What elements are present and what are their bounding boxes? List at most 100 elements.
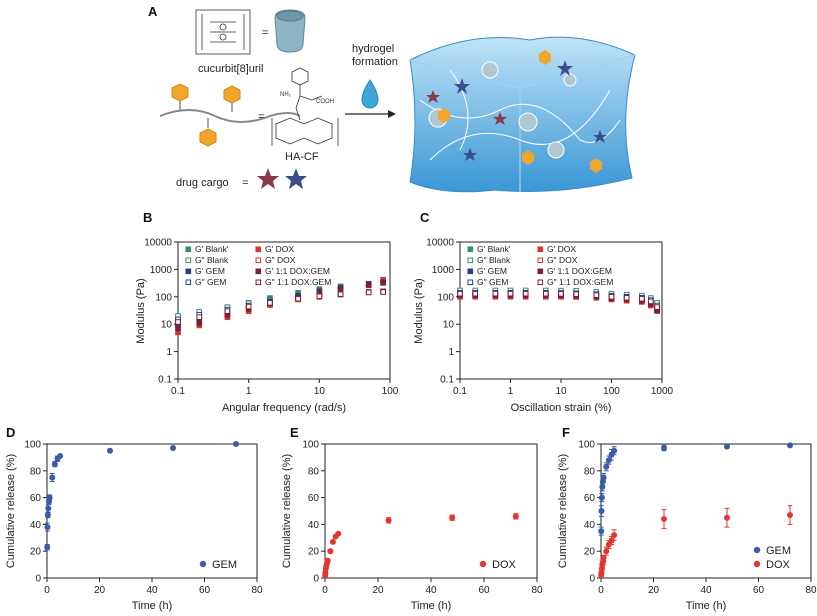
legend-marker <box>537 279 544 286</box>
data-point-gem <box>599 483 606 490</box>
legend-entry: G' Blank' <box>477 244 511 254</box>
y-tick-label: 0 <box>589 574 595 585</box>
legend-marker <box>185 279 192 286</box>
x-tick-label: 80 <box>251 585 263 596</box>
y-tick-label: 10 <box>443 320 455 331</box>
data-point-gem <box>49 474 56 481</box>
data-point-dox <box>603 548 610 555</box>
data-point-gem <box>57 453 64 460</box>
legend-marker <box>537 246 544 253</box>
y-tick-label: 1 <box>448 347 454 358</box>
data-point-dox <box>608 537 615 544</box>
y-tick-label: 100 <box>24 440 41 451</box>
legend-entry: G" GEM <box>195 277 226 287</box>
phenylalanine-hexagon-icon <box>223 85 241 104</box>
x-tick-label: 0.1 <box>171 386 185 397</box>
arrow-right-icon <box>388 110 396 118</box>
legend-marker <box>537 257 544 264</box>
cucurbituril-label: cucurbit[8]uril <box>198 63 263 75</box>
x-tick-label: 0 <box>322 585 328 596</box>
data-point-gem <box>44 544 51 551</box>
data-point-gem <box>600 474 607 481</box>
panel-c-chart: C Oscillation strain (%) Modulus (Pa) 0.… <box>413 210 674 414</box>
panel-label-e: E <box>290 425 299 440</box>
equals-sign: = <box>258 111 264 123</box>
x-tick-label: 10 <box>314 386 326 397</box>
chart-d-xlabel: Time (h) <box>132 600 173 612</box>
data-point-loss <box>639 295 645 302</box>
legend-marker <box>467 257 474 264</box>
data-point-dox <box>661 516 667 523</box>
data-point-loss <box>267 300 273 306</box>
legend-marker <box>467 268 474 275</box>
data-point-loss <box>224 308 231 314</box>
cucurbituril-structure <box>195 9 251 55</box>
chart-f-ylabel: Cumulative release (%) <box>557 454 569 568</box>
data-point-dox <box>324 557 331 564</box>
chart-b-xlabel: Angular frequency (rad/s) <box>222 402 346 414</box>
data-point-dox <box>335 530 342 537</box>
phenylalanine-hexagon-icon <box>199 128 217 147</box>
y-tick-label: 1000 <box>432 265 455 276</box>
legend-marker <box>185 246 192 253</box>
legend-entry: G" 1:1 DOX:GEM <box>547 277 613 287</box>
x-tick-label: 60 <box>478 585 490 596</box>
y-tick-label: 100 <box>437 292 454 303</box>
data-point-gem <box>107 447 113 454</box>
data-point-storage <box>365 281 372 288</box>
x-tick-label: 40 <box>700 585 712 596</box>
drug-star-dox-icon <box>257 168 279 189</box>
legend-entry: G' DOX <box>547 244 576 254</box>
x-tick-label: 10 <box>555 386 567 397</box>
hydrogel-network-cube <box>409 36 636 193</box>
data-point-dox <box>600 554 607 561</box>
data-point-loss <box>380 289 386 295</box>
legend-marker <box>467 279 474 286</box>
data-point-loss <box>457 290 463 297</box>
legend-entry: G' 1:1 DOX:GEM <box>547 266 612 276</box>
y-tick-label: 100 <box>155 292 172 303</box>
y-tick-label: 1000 <box>150 265 173 276</box>
water-droplet-icon <box>361 79 379 109</box>
data-point-loss <box>175 319 181 325</box>
data-point-loss <box>542 290 549 297</box>
data-point-loss <box>573 291 580 297</box>
data-point-gem <box>45 505 52 512</box>
y-tick-label: 40 <box>30 520 42 531</box>
x-tick-label: 40 <box>146 585 158 596</box>
equals-sign: = <box>242 177 248 189</box>
y-tick-label: 60 <box>30 493 42 504</box>
data-point-loss <box>472 290 479 297</box>
y-tick-label: 0 <box>35 574 41 585</box>
polymer-chain <box>159 83 301 147</box>
data-point-loss <box>316 293 323 300</box>
y-tick-label: 20 <box>308 547 320 558</box>
y-tick-label: 10 <box>161 320 173 331</box>
panel-label-b: B <box>143 210 152 225</box>
legend-entry: G' GEM <box>195 266 225 276</box>
x-tick-label: 60 <box>753 585 765 596</box>
y-tick-label: 0.1 <box>158 375 172 386</box>
legend-entry: G' Blank' <box>195 244 229 254</box>
legend-entry: G" DOX <box>265 255 296 265</box>
legend-marker <box>185 257 192 264</box>
chem-cooh-label: COOH <box>316 99 334 105</box>
chart-c-ylabel: Modulus (Pa) <box>413 278 425 343</box>
legend-marker <box>753 546 761 554</box>
legend-marker <box>753 560 761 568</box>
chart-d-ylabel: Cumulative release (%) <box>5 454 17 568</box>
data-point-loss <box>337 291 344 298</box>
y-tick-label: 100 <box>578 440 595 451</box>
y-tick-label: 20 <box>30 547 42 558</box>
chart-e-xlabel: Time (h) <box>411 600 452 612</box>
data-point-storage <box>380 279 386 286</box>
x-tick-label: 80 <box>805 585 817 596</box>
x-tick-label: 0.1 <box>453 386 467 397</box>
data-point-gem <box>51 461 58 468</box>
data-point-gem <box>170 445 176 452</box>
data-point-loss <box>365 289 372 296</box>
data-point-loss <box>608 294 615 300</box>
x-tick-label: 0 <box>598 585 604 596</box>
data-point-storage <box>337 286 344 292</box>
